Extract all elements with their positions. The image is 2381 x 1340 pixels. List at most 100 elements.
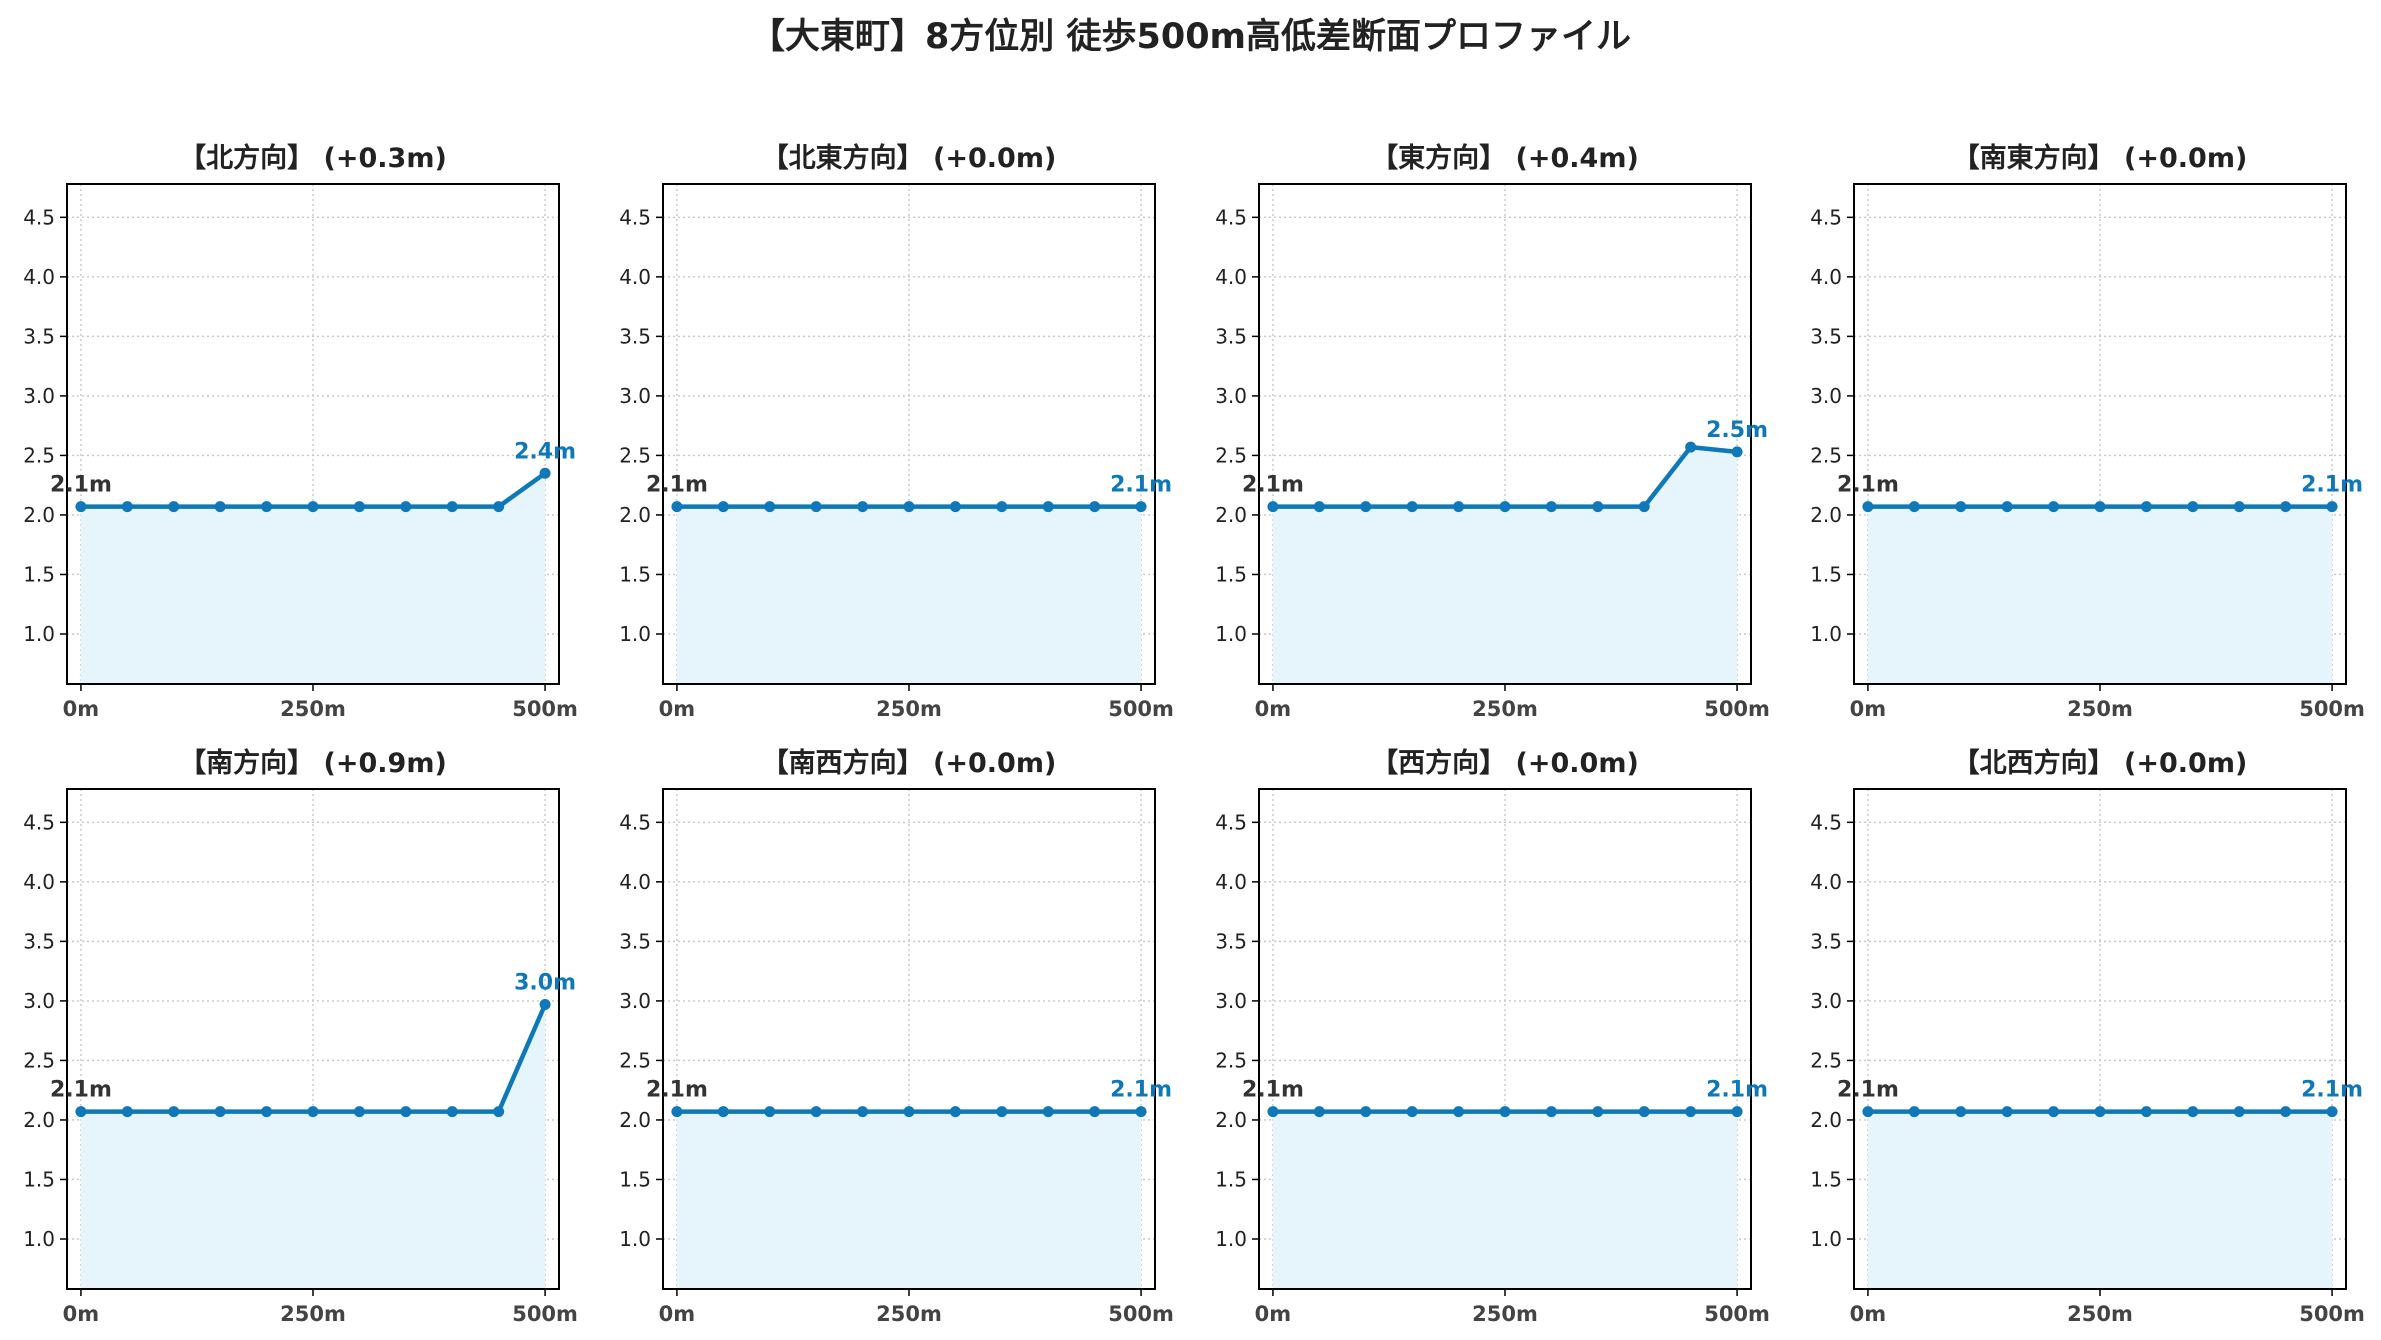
end-value-label: 2.4m: [514, 439, 576, 464]
subplot-title: 【南方向】 (+0.9m): [179, 747, 447, 779]
x-tick-label: 250m: [1472, 697, 1538, 721]
y-tick-label: 2.0: [619, 1108, 651, 1132]
data-point: [717, 1106, 729, 1118]
data-point: [1862, 1106, 1874, 1118]
x-tick-label: 250m: [1472, 1302, 1538, 1326]
data-point: [1406, 1106, 1418, 1118]
x-tick-label: 250m: [280, 1302, 346, 1326]
y-tick-label: 4.0: [23, 265, 55, 289]
data-point: [810, 501, 822, 513]
data-point: [2001, 1106, 2013, 1118]
data-point: [2326, 501, 2338, 513]
y-tick-label: 3.5: [619, 324, 651, 348]
y-tick-label: 2.0: [23, 1108, 55, 1132]
data-point: [1908, 501, 1920, 513]
data-point: [539, 467, 551, 479]
x-tick-label: 250m: [876, 1302, 942, 1326]
x-tick-label: 0m: [63, 1302, 100, 1326]
data-point: [1908, 1106, 1920, 1118]
y-tick-label: 4.0: [619, 870, 651, 894]
y-tick-label: 3.5: [619, 929, 651, 953]
figure-title: 【大東町】8方位別 徒歩500m高低差断面プロファイル: [749, 17, 1632, 57]
y-tick-label: 3.5: [1810, 324, 1842, 348]
y-tick-label: 3.0: [619, 989, 651, 1013]
y-tick-label: 1.0: [1810, 622, 1842, 646]
data-point: [2326, 1106, 2338, 1118]
data-point: [1042, 1106, 1054, 1118]
data-point: [1453, 1106, 1465, 1118]
data-point: [949, 501, 961, 513]
y-tick-label: 4.0: [1810, 870, 1842, 894]
start-value-label: 2.1m: [646, 1078, 708, 1103]
data-point: [2140, 501, 2152, 513]
y-tick-label: 1.0: [1215, 622, 1247, 646]
y-tick-label: 4.0: [1810, 265, 1842, 289]
start-value-label: 2.1m: [50, 473, 112, 498]
x-tick-label: 500m: [512, 1302, 578, 1326]
profile-area: [80, 473, 546, 684]
y-tick-label: 3.5: [1810, 929, 1842, 953]
y-tick-label: 3.5: [1215, 324, 1247, 348]
y-tick-label: 4.5: [23, 205, 55, 229]
data-point: [949, 1106, 961, 1118]
data-point: [671, 1106, 683, 1118]
data-point: [2233, 1106, 2245, 1118]
data-point: [1685, 441, 1697, 453]
data-point: [353, 501, 365, 513]
y-tick-label: 1.5: [23, 562, 55, 586]
y-tick-label: 1.5: [1215, 562, 1247, 586]
data-point: [2048, 1106, 2060, 1118]
subplot: 【北東方向】 (+0.0m) 1.0 1.5 2.0 2.5 3.0 3.5 4.0 4.5 0m…: [619, 142, 1174, 721]
data-point: [1042, 501, 1054, 513]
y-tick-label: 2.0: [1215, 503, 1247, 527]
data-point: [1360, 501, 1372, 513]
data-point: [1638, 501, 1650, 513]
y-tick-label: 1.5: [1215, 1167, 1247, 1191]
data-point: [1545, 501, 1557, 513]
data-point: [493, 501, 505, 513]
data-point: [1545, 1106, 1557, 1118]
start-value-label: 2.1m: [1837, 1078, 1899, 1103]
data-point: [2280, 1106, 2292, 1118]
data-point: [1499, 501, 1511, 513]
data-point: [2187, 501, 2199, 513]
subplot-title: 【北西方向】 (+0.0m): [1953, 747, 2248, 779]
end-value-label: 2.1m: [2301, 473, 2363, 498]
y-tick-label: 2.5: [619, 443, 651, 467]
y-tick-label: 2.0: [1215, 1108, 1247, 1132]
y-tick-label: 2.5: [619, 1048, 651, 1072]
data-point: [1089, 501, 1101, 513]
y-tick-label: 3.0: [23, 384, 55, 408]
subplot: 【北西方向】 (+0.0m) 1.0 1.5 2.0 2.5 3.0 3.5 4.0 4.5 0m…: [1810, 747, 2365, 1326]
start-value-label: 2.1m: [1837, 473, 1899, 498]
y-tick-label: 2.5: [23, 443, 55, 467]
y-tick-label: 1.5: [619, 562, 651, 586]
y-tick-label: 4.5: [619, 810, 651, 834]
y-tick-label: 4.5: [1810, 810, 1842, 834]
data-point: [1313, 501, 1325, 513]
data-point: [307, 1106, 319, 1118]
data-point: [214, 1106, 226, 1118]
data-point: [400, 1106, 412, 1118]
data-point: [214, 501, 226, 513]
data-point: [1592, 501, 1604, 513]
subplot: 【東方向】 (+0.4m) 1.0 1.5 2.0 2.5 3.0 3.5 4.0 4.5 0m 2…: [1215, 142, 1770, 721]
subplot: 【西方向】 (+0.0m) 1.0 1.5 2.0 2.5 3.0 3.5 4.0 4.5 0m 2…: [1215, 747, 1770, 1326]
data-point: [2001, 501, 2013, 513]
start-value-label: 2.1m: [1242, 473, 1304, 498]
y-tick-label: 3.0: [1215, 384, 1247, 408]
y-tick-label: 1.0: [619, 1227, 651, 1251]
y-tick-label: 4.5: [1215, 810, 1247, 834]
y-tick-label: 4.5: [23, 810, 55, 834]
y-tick-label: 4.5: [619, 205, 651, 229]
data-point: [810, 1106, 822, 1118]
x-tick-label: 0m: [659, 1302, 696, 1326]
data-point: [2280, 501, 2292, 513]
data-point: [857, 501, 869, 513]
subplot: 【北方向】 (+0.3m) 1.0 1.5 2.0 2.5 3.0 3.5 4.0 4.5 0m 2…: [23, 142, 578, 721]
x-tick-label: 0m: [63, 697, 100, 721]
data-point: [75, 1106, 87, 1118]
x-tick-label: 250m: [2067, 1302, 2133, 1326]
y-tick-label: 4.0: [1215, 265, 1247, 289]
y-tick-label: 2.5: [1215, 443, 1247, 467]
